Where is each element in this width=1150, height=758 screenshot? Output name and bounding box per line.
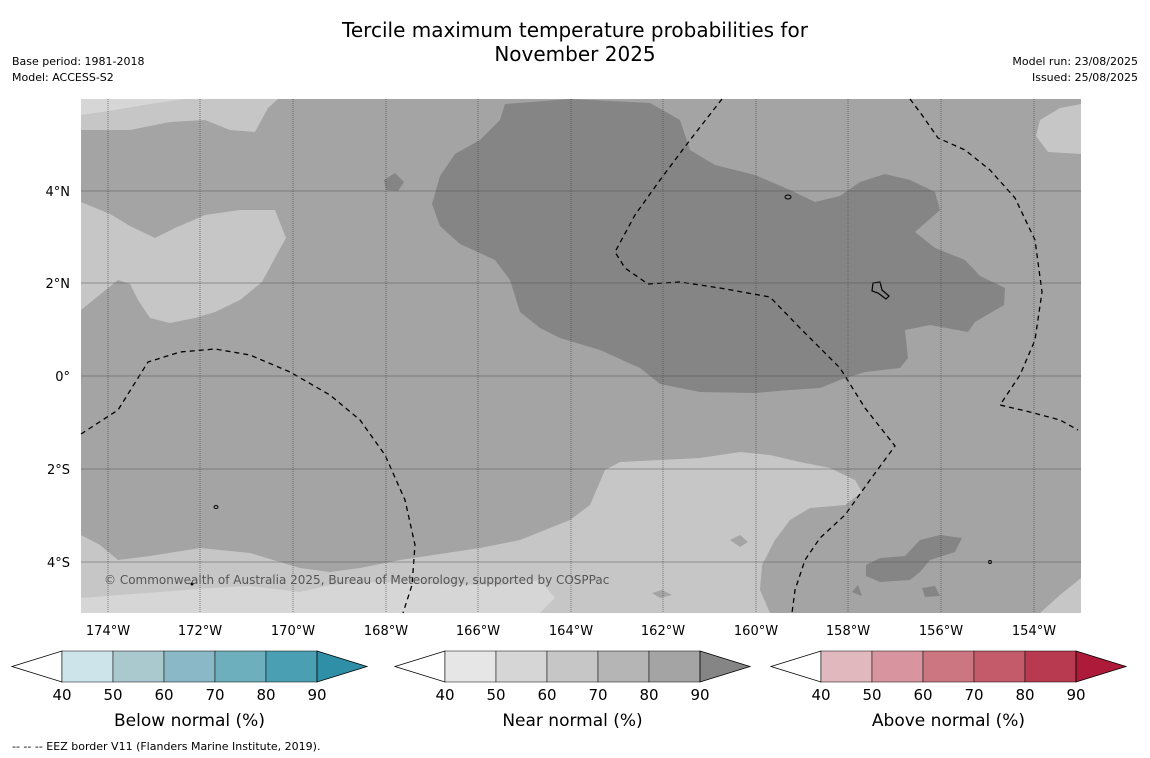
copyright-notice: © Commonwealth of Australia 2025, Bureau… bbox=[104, 573, 609, 587]
eez-border-west bbox=[80, 348, 416, 614]
colorbar-segment bbox=[265, 650, 318, 683]
colorbar-title: Above normal (%) bbox=[872, 711, 1025, 731]
colorbar-tick: 80 bbox=[639, 686, 658, 704]
colorbar-extend-high bbox=[316, 650, 369, 683]
dark-patch-west bbox=[384, 173, 404, 191]
mid-patch-south-2 bbox=[652, 590, 672, 598]
lat-label: 0° bbox=[55, 370, 70, 385]
near-normal-80-region bbox=[432, 99, 1005, 393]
colorbar-segment bbox=[648, 650, 701, 683]
eez-border-east bbox=[909, 98, 1079, 431]
colorbar-tick: 90 bbox=[1066, 686, 1085, 704]
colorbar-extend-high bbox=[699, 650, 752, 683]
colorbar-extend-low bbox=[10, 650, 63, 683]
lon-label: 174°W bbox=[86, 624, 130, 639]
lat-label: 4°S bbox=[47, 556, 70, 571]
axis-labels: 174°W 172°W 170°W 168°W 166°W 164°W 162°W 160°W… bbox=[46, 185, 1057, 639]
colorbar-segment bbox=[495, 650, 548, 683]
lon-label: 170°W bbox=[271, 624, 315, 639]
colorbar-extend-low bbox=[393, 650, 446, 683]
lon-label: 166°W bbox=[456, 624, 500, 639]
colorbar-tick: 80 bbox=[256, 686, 275, 704]
near-normal-50-region-south bbox=[81, 580, 555, 613]
island-southwest bbox=[190, 582, 194, 586]
dark-patch-small-1 bbox=[922, 586, 940, 597]
colorbar-tick: 40 bbox=[52, 686, 71, 704]
lon-label: 168°W bbox=[364, 624, 408, 639]
colorbar-segment bbox=[61, 650, 114, 683]
issued-date: Issued: 25/08/2025 bbox=[1031, 71, 1138, 84]
lon-label: 164°W bbox=[549, 624, 593, 639]
meta-left: Base period: 1981-2018 Model: ACCESS-S2 bbox=[12, 54, 144, 86]
mid-patch-south bbox=[730, 535, 748, 547]
eez-footnote: -- -- -- EEZ border V11 (Flanders Marine… bbox=[12, 740, 321, 753]
colorbar-segment bbox=[546, 650, 599, 683]
lon-label: 156°W bbox=[919, 624, 963, 639]
model-name: Model: ACCESS-S2 bbox=[12, 71, 114, 84]
eez-border-central bbox=[614, 98, 896, 614]
map-title: Tercile maximum temperature probabilitie… bbox=[0, 18, 1150, 66]
colorbar-segment bbox=[112, 650, 165, 683]
colorbar-segment bbox=[214, 650, 267, 683]
colorbars: 40 50 60 70 80 90 Below normal (%) 40 50 60 70 80 90… bbox=[10, 650, 1128, 731]
colorbar-segment bbox=[871, 650, 924, 683]
colorbar-tick: 60 bbox=[154, 686, 173, 704]
colorbar-segment bbox=[163, 650, 216, 683]
colorbar-tick: 90 bbox=[307, 686, 326, 704]
dark-patch-southeast bbox=[866, 535, 962, 582]
colorbar-segment bbox=[922, 650, 975, 683]
colorbar-tick: 40 bbox=[435, 686, 454, 704]
colorbar-tick: 60 bbox=[913, 686, 932, 704]
lon-label: 158°W bbox=[826, 624, 870, 639]
title-line-1: Tercile maximum temperature probabilitie… bbox=[342, 18, 808, 42]
colorbar-tick: 50 bbox=[103, 686, 122, 704]
meta-right: Model run: 23/08/2025 Issued: 25/08/2025 bbox=[1012, 54, 1138, 86]
near-normal-60-region-east bbox=[1036, 104, 1081, 154]
island-tabuaeran bbox=[784, 194, 792, 200]
colorbar-segment bbox=[597, 650, 650, 683]
lon-label: 162°W bbox=[641, 624, 685, 639]
lat-label: 2°N bbox=[46, 277, 71, 292]
model-run: Model run: 23/08/2025 bbox=[1012, 55, 1138, 68]
colorbar-2: 40 50 60 70 80 90 Near normal (%) bbox=[393, 650, 752, 731]
lon-label: 154°W bbox=[1012, 624, 1056, 639]
near-normal-60-region-south bbox=[81, 452, 862, 613]
colorbar-tick: 50 bbox=[862, 686, 881, 704]
island-kiritimati bbox=[871, 281, 890, 300]
near-normal-60-region-west bbox=[81, 202, 286, 323]
colorbar-tick: 40 bbox=[811, 686, 830, 704]
near-normal-50-region-north bbox=[81, 99, 185, 115]
colorbar-title: Below normal (%) bbox=[114, 711, 265, 731]
colorbar-tick: 80 bbox=[1015, 686, 1034, 704]
lon-label: 172°W bbox=[178, 624, 222, 639]
dark-patch-small-2 bbox=[852, 585, 862, 596]
map-panel: © Commonwealth of Australia 2025, Bureau… bbox=[80, 98, 1081, 614]
eez-borders bbox=[80, 98, 1079, 614]
title-line-2: November 2025 bbox=[494, 42, 656, 66]
colorbar-segment bbox=[1024, 650, 1077, 683]
colorbar-segment bbox=[973, 650, 1026, 683]
colorbar-tick: 60 bbox=[537, 686, 556, 704]
colorbar-3: 40 50 60 70 80 90 Above normal (%) bbox=[769, 650, 1128, 731]
lat-label: 2°S bbox=[47, 463, 70, 478]
colorbar-tick: 90 bbox=[690, 686, 709, 704]
lon-label: 160°W bbox=[734, 624, 778, 639]
colorbar-tick: 70 bbox=[964, 686, 983, 704]
lat-label: 4°N bbox=[46, 185, 71, 200]
colorbar-extend-low bbox=[769, 650, 822, 683]
colorbar-tick: 70 bbox=[205, 686, 224, 704]
colorbar-segment bbox=[820, 650, 873, 683]
colorbar-title: Near normal (%) bbox=[502, 711, 642, 731]
near-normal-60-region-southeast bbox=[1040, 578, 1081, 613]
colorbar-segment bbox=[444, 650, 497, 683]
colorbar-tick: 70 bbox=[588, 686, 607, 704]
colorbar-1: 40 50 60 70 80 90 Below normal (%) bbox=[10, 650, 369, 731]
gridlines bbox=[81, 99, 1081, 613]
colorbar-tick: 50 bbox=[486, 686, 505, 704]
base-period: Base period: 1981-2018 bbox=[12, 55, 145, 68]
island-west bbox=[213, 505, 219, 509]
colorbar-extend-high bbox=[1075, 650, 1128, 683]
